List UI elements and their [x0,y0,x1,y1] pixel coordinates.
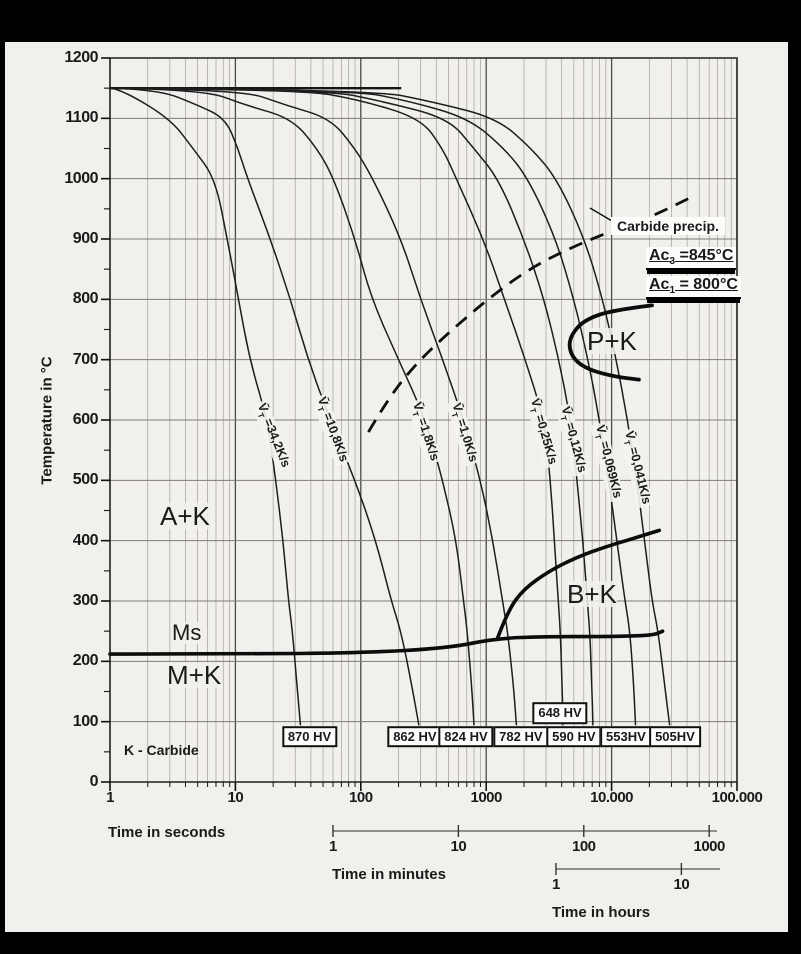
hardness-label-870-hv: 870 HV [281,725,338,748]
cooling-curve-34.2 [109,87,302,726]
x-axis-title-hours: Time in hours [552,904,651,921]
y-tick-label: 500 [72,471,99,489]
region-label-martensite-start: Ms [172,620,202,645]
pearlite-nose-boundary [567,303,654,382]
ac1-prefix: Ac [649,276,670,293]
y-tick-label: 600 [72,411,99,428]
hardness-label-824-hv: 824 HV [438,725,494,748]
y-tick-label: 100 [72,712,99,730]
x-tick-label-minutes: 10 [450,838,467,855]
martensite-start-line [108,629,665,656]
x-tick-label-minutes: 100 [572,838,596,855]
bainite-start-boundary [496,528,662,639]
y-tick-label: 1000 [64,169,98,187]
region-label-austenite-carbide: A+K [160,501,210,531]
carbide-precip-label: Carbide precip. [611,217,725,235]
x-tick-label-hours: 10 [673,876,690,893]
hardness-label-862-hv: 862 HV [387,725,443,748]
ac3-subscript: 3 [669,256,676,268]
ac1-value: = 800°C [679,276,738,293]
cooling-curve-10.8 [109,87,420,726]
y-tick-label: 200 [72,652,99,670]
x-tick-label-seconds: 1000 [470,789,503,806]
hardness-label-553-hv: 553HV [600,725,652,748]
carbide-precip-pointer-line [589,207,613,222]
y-tick-label: 300 [72,592,99,609]
y-tick-label: 900 [72,230,99,247]
y-tick-label: 1100 [65,109,98,127]
x-tick-label-seconds: 10 [227,789,244,806]
ac1-label: Ac1 = 800°C [646,276,741,300]
scan-paper-background [5,42,788,932]
hardness-label-590-hv: 590 HV [546,725,602,748]
x-axis-title-minutes: Time in minutes [332,866,446,883]
x-axis-title-seconds: Time in seconds [108,824,226,841]
ac3-prefix: Ac [649,247,670,264]
cooling-curve-1.8 [109,87,475,726]
x-tick-label-seconds: 100 [349,789,373,806]
ac1-subscript: 1 [669,285,676,297]
x-tick-label-minutes: 1 [329,838,337,855]
hardness-label-648-hv: 648 HV [532,702,588,725]
ac3-label: Ac3 =845°C [646,247,737,271]
cooling-curve-0.25 [109,87,564,726]
carbide-abbreviation-legend: K - Carbide [124,742,199,758]
region-label-martensite-carbide: M+K [167,660,222,690]
y-tick-label: 1200 [64,49,98,66]
cooling-curve-1.0 [109,87,518,726]
x-tick-label-seconds: 100.000 [711,789,763,806]
cooling-curve-0.069 [109,87,637,726]
y-tick-label: 0 [89,773,99,790]
x-tick-label-seconds: 10.000 [590,789,634,806]
cooling-curve-0.041 [109,87,671,726]
y-tick-label: 700 [72,350,99,368]
y-tick-label: 800 [72,290,99,308]
x-tick-label-hours: 1 [552,876,560,893]
region-label-bainite-carbide: B+K [567,579,617,609]
ac3-value: =845°C [679,247,734,264]
y-tick-label: 400 [72,531,99,549]
hardness-label-505-hv: 505HV [649,725,701,748]
x-tick-label-minutes: 1000 [693,838,725,855]
x-tick-label-seconds: 1 [106,789,114,806]
region-label-pearlite-carbide: P+K [587,326,637,356]
hardness-label-782-hv: 782 HV [493,725,549,748]
